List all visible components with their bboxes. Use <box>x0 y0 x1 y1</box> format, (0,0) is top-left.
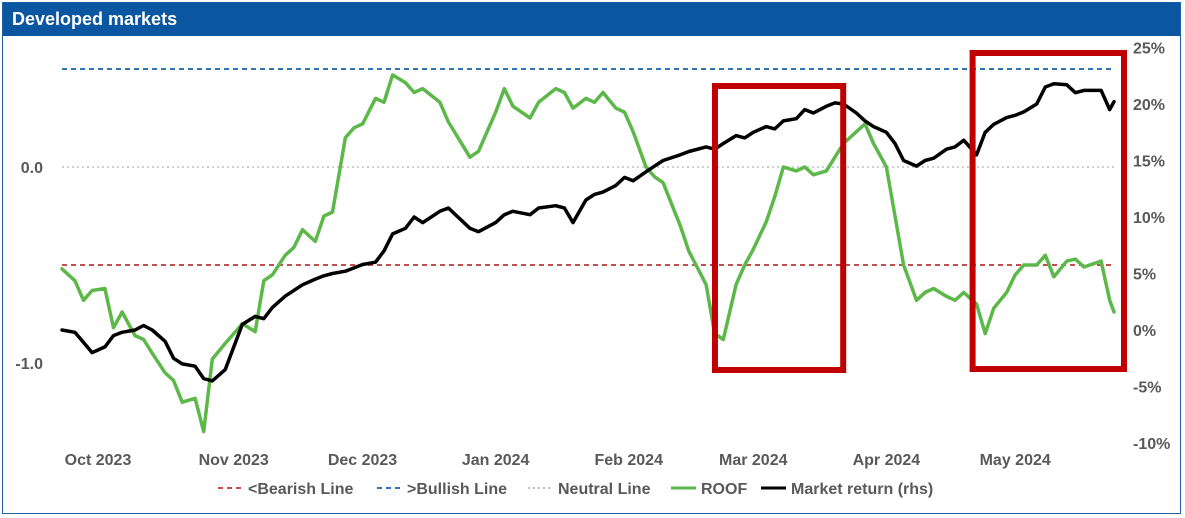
right-tick-label: 20% <box>1133 97 1165 114</box>
x-tick-label: Dec 2023 <box>328 452 397 469</box>
legend-label-0: <Bearish Line <box>248 481 353 498</box>
left-tick-label: 0.0 <box>21 160 43 177</box>
x-tick-label: Jan 2024 <box>462 452 530 469</box>
right-tick-label: 0% <box>1133 323 1156 340</box>
x-tick-label: Oct 2023 <box>65 452 132 469</box>
x-tick-label: Feb 2024 <box>594 452 663 469</box>
right-tick-label: 5% <box>1133 267 1156 284</box>
right-tick-label: -5% <box>1133 380 1161 397</box>
x-tick-label: Nov 2023 <box>199 452 269 469</box>
right-tick-label: -10% <box>1133 436 1170 453</box>
x-tick-label: Apr 2024 <box>853 452 921 469</box>
left-tick-label: -1.0 <box>15 356 43 373</box>
highlight-box-0 <box>711 83 847 373</box>
x-tick-label: May 2024 <box>980 452 1051 469</box>
legend-label-1: >Bullish Line <box>407 481 507 498</box>
chart-title: Developed markets <box>12 9 178 29</box>
series-line-1 <box>60 81 1116 383</box>
x-tick-label: Mar 2024 <box>719 452 788 469</box>
legend-label-4: Market return (rhs) <box>791 481 933 498</box>
highlight-box-1 <box>969 50 1128 372</box>
right-tick-label: 15% <box>1133 154 1165 171</box>
chart-header: Developed markets <box>3 3 1180 36</box>
right-tick-label: 10% <box>1133 210 1165 227</box>
legend-label-2: Neutral Line <box>558 481 651 498</box>
series-line-0 <box>60 73 1116 434</box>
right-tick-label: 25% <box>1133 41 1165 58</box>
legend-label-3: ROOF <box>701 481 747 498</box>
